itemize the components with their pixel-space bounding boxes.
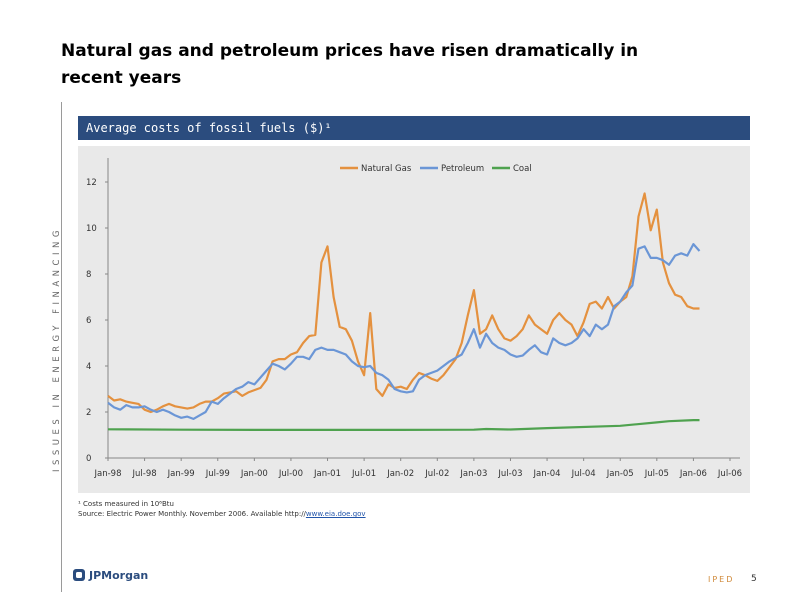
x-tick-label: Jan-05 [606,469,634,479]
x-tick-label: Jan-01 [313,469,341,479]
series-line-petroleum [107,242,701,420]
x-tick-label: Jan-98 [94,469,122,479]
x-axis-ticks: Jan-98 Jul-98 Jan-99 Jul-99 Jan-00 Jul-00 Jan-… [94,458,742,479]
x-tick-label: Jan-03 [459,469,487,479]
chart-area: Natural Gas Petroleum Coal 0 2 4 6 8 10 12 Jan… [78,146,750,493]
footnote-source-line: Source: Electric Power Monthly. November… [78,509,366,519]
legend-label-natural-gas: Natural Gas [361,164,412,174]
x-tick-label: Jan-00 [240,469,268,479]
left-divider [61,102,62,592]
logo-mark-icon [73,569,85,581]
footnote-units: ¹ Costs measured in 10⁶Btu [78,500,174,508]
x-tick-label: Jan-06 [679,469,707,479]
plot-background [78,146,750,493]
y-tick-label: 2 [86,408,91,418]
x-tick-label: Jul-99 [205,469,230,479]
footer-tag: IPED [708,575,735,584]
y-tick-label: 10 [86,224,97,234]
fuel-cost-line-chart: Natural Gas Petroleum Coal 0 2 4 6 8 10 12 Jan… [78,146,750,493]
chart-banner: Average costs of fossil fuels ($)¹ [78,116,750,140]
legend-label-coal: Coal [513,164,532,174]
chart-footnote: ¹ Costs measured in 10⁶Btu Source: Elect… [78,499,366,519]
logo-text: JPMorgan [89,568,149,582]
x-tick-label: Jul-06 [717,469,742,479]
series-lines [107,192,701,431]
legend-label-petroleum: Petroleum [441,164,484,174]
chart-legend: Natural Gas Petroleum Coal [340,164,532,174]
y-axis-ticks: 0 2 4 6 8 10 12 [86,178,108,464]
y-tick-label: 0 [86,454,91,464]
x-tick-label: Jan-99 [167,469,195,479]
y-tick-label: 8 [86,270,91,280]
x-tick-label: Jul-05 [644,469,669,479]
slide-title: Natural gas and petroleum prices have ri… [61,41,639,88]
y-tick-label: 4 [86,362,91,372]
x-tick-label: Jan-04 [533,469,561,479]
jpmorgan-logo: JPMorgan [72,568,148,582]
x-tick-label: Jul-98 [132,469,157,479]
footnote-source: Source: Electric Power Monthly. November… [78,510,306,518]
x-tick-label: Jul-00 [278,469,303,479]
y-tick-label: 6 [86,316,91,326]
side-label: ISSUES IN ENERGY FINANCING [52,226,62,472]
source-link[interactable]: www.eia.doe.gov [305,510,366,518]
x-tick-label: Jan-02 [386,469,414,479]
x-tick-label: Jul-01 [351,469,376,479]
x-tick-label: Jul-02 [424,469,449,479]
series-line-natural-gas [107,192,700,414]
series-line-coal [107,419,700,431]
page-number: 5 [751,574,757,584]
x-tick-label: Jul-04 [571,469,596,479]
y-tick-label: 12 [86,178,97,188]
x-tick-label: Jul-03 [497,469,522,479]
